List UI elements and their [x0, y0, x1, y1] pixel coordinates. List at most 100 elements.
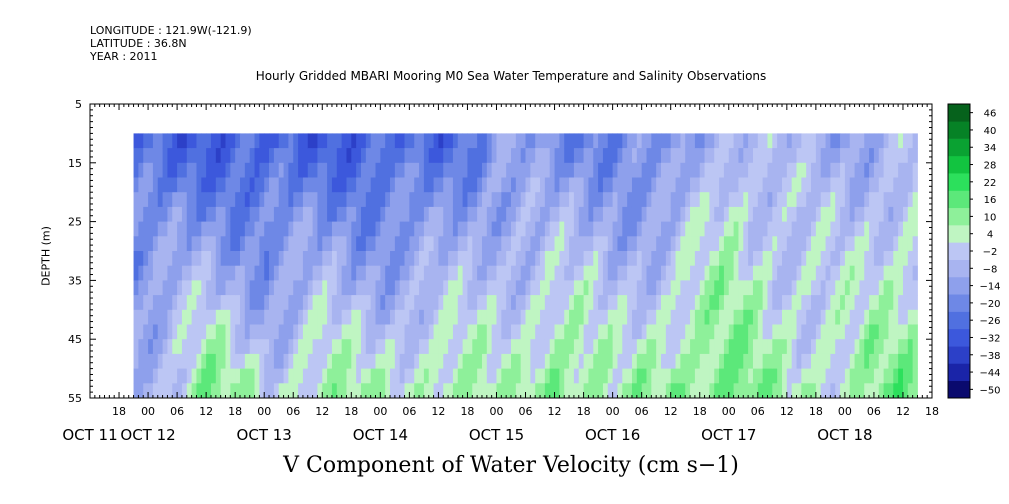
heatmap-cell — [438, 192, 444, 208]
heatmap-cell — [486, 265, 493, 281]
heatmap-cell — [501, 236, 507, 252]
heatmap-cell — [661, 251, 667, 267]
heatmap-cell — [438, 148, 444, 164]
heatmap-cell — [685, 339, 691, 355]
heatmap-cell — [520, 265, 526, 281]
x-day-label: OCT 11 — [62, 426, 117, 444]
heatmap-cell — [360, 221, 367, 237]
heatmap-cell — [646, 236, 652, 252]
heatmap-cell — [341, 162, 347, 178]
heatmap-cell — [636, 368, 643, 384]
heatmap-cell — [738, 324, 744, 340]
heatmap-cell — [467, 148, 473, 164]
heatmap-cell — [162, 295, 168, 311]
heatmap-cell — [559, 206, 565, 222]
heatmap-cell — [491, 148, 497, 164]
heatmap-cell — [835, 353, 841, 369]
heatmap-cell — [767, 192, 773, 208]
heatmap-cell — [177, 309, 183, 325]
heatmap-cell — [186, 353, 193, 369]
heatmap-cell — [496, 148, 502, 164]
heatmap-cell — [293, 251, 299, 267]
heatmap-cell — [859, 295, 865, 311]
x-hour-label: 12 — [431, 405, 445, 418]
x-hour-label: 06 — [867, 405, 881, 418]
heatmap-cell — [665, 339, 672, 355]
heatmap-cell — [317, 295, 323, 311]
heatmap-cell — [728, 383, 734, 399]
heatmap-cell — [844, 192, 851, 208]
heatmap-cell — [612, 192, 618, 208]
heatmap-cell — [777, 148, 783, 164]
heatmap-cell — [704, 133, 710, 149]
heatmap-cell — [336, 295, 343, 311]
heatmap-cell — [530, 265, 536, 281]
heatmap-cell — [481, 295, 488, 311]
heatmap-cell — [515, 309, 522, 325]
heatmap-cell — [486, 353, 493, 369]
heatmap-cell — [356, 324, 362, 340]
heatmap-cell — [781, 368, 788, 384]
heatmap-cell — [138, 324, 144, 340]
heatmap-cell — [602, 339, 609, 355]
heatmap-cell — [849, 177, 855, 193]
heatmap-cell — [694, 148, 701, 164]
heatmap-cell — [525, 177, 531, 193]
heatmap-cell — [578, 162, 584, 178]
heatmap-cell — [380, 206, 386, 222]
heatmap-cell — [496, 295, 502, 311]
heatmap-cell — [481, 133, 488, 149]
heatmap-cell — [206, 280, 212, 296]
heatmap-cell — [133, 236, 139, 252]
heatmap-cell — [554, 324, 560, 340]
heatmap-cell — [907, 280, 914, 296]
heatmap-cell — [152, 353, 159, 369]
heatmap-cell — [704, 162, 710, 178]
heatmap-cell — [709, 339, 715, 355]
heatmap-cell — [177, 324, 183, 340]
heatmap-cell — [399, 339, 405, 355]
heatmap-cell — [786, 192, 793, 208]
heatmap-cell — [312, 251, 318, 267]
heatmap-cell — [607, 221, 614, 237]
heatmap-cell — [748, 309, 754, 325]
heatmap-cell — [719, 133, 725, 149]
heatmap-cell — [293, 162, 299, 178]
heatmap-cell — [811, 339, 817, 355]
heatmap-cell — [569, 221, 575, 237]
heatmap-cell — [888, 251, 894, 267]
heatmap-cell — [733, 148, 739, 164]
heatmap-cell — [902, 251, 909, 267]
heatmap-cell — [743, 192, 749, 208]
heatmap-cell — [288, 280, 294, 296]
heatmap-cell — [859, 236, 865, 252]
heatmap-cell — [535, 309, 541, 325]
heatmap-cell — [414, 265, 420, 281]
heatmap-cell — [791, 133, 797, 149]
heatmap-cell — [888, 309, 894, 325]
heatmap-cell — [206, 162, 212, 178]
heatmap-cell — [501, 221, 507, 237]
heatmap-cell — [786, 148, 793, 164]
heatmap-cell — [467, 353, 473, 369]
heatmap-cell — [864, 295, 870, 311]
heatmap-cell — [346, 192, 352, 208]
heatmap-cell — [167, 221, 173, 237]
heatmap-cell — [752, 324, 759, 340]
heatmap-cell — [733, 383, 739, 399]
heatmap-cell — [733, 353, 739, 369]
heatmap-cell — [210, 162, 217, 178]
heatmap-cell — [438, 162, 444, 178]
heatmap-cell — [409, 265, 415, 281]
heatmap-cell — [312, 339, 318, 355]
heatmap-cell — [288, 324, 294, 340]
heatmap-cell — [830, 383, 836, 399]
heatmap-cell — [840, 192, 846, 208]
heatmap-cell — [743, 383, 749, 399]
x-hour-label: 12 — [780, 405, 794, 418]
heatmap-cell — [801, 221, 807, 237]
heatmap-cell — [607, 324, 614, 340]
heatmap-cell — [811, 221, 817, 237]
heatmap-cell — [762, 280, 768, 296]
